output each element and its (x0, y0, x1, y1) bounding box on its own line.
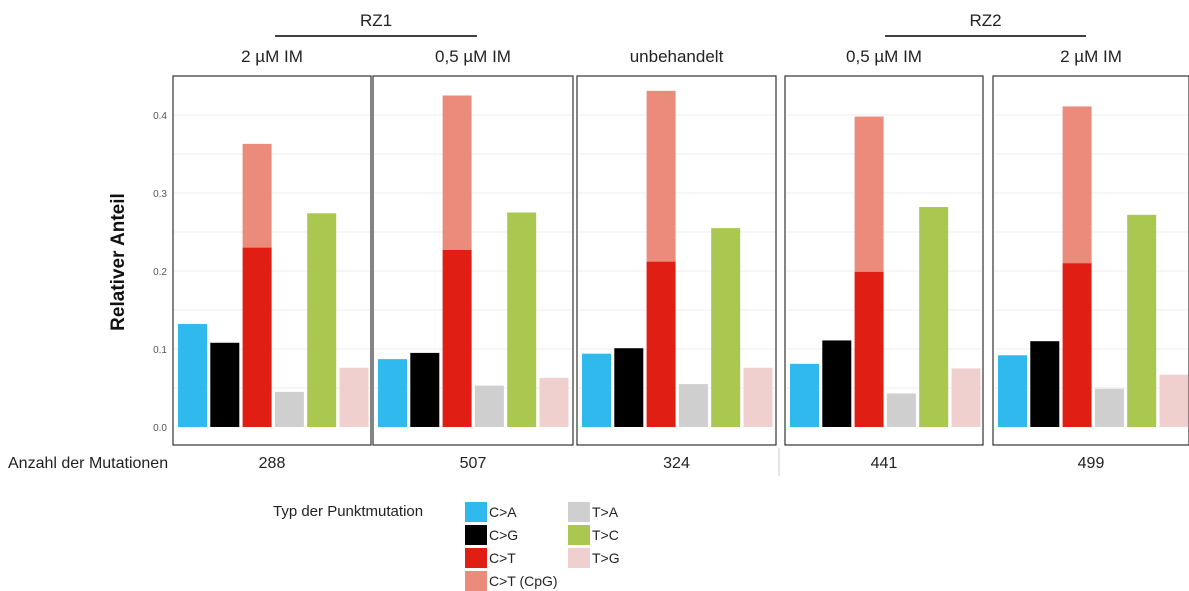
bar-c-g (614, 348, 644, 427)
y-axis-label: Relativer Anteil (108, 193, 129, 331)
bar-c-t (1062, 263, 1092, 427)
y-tick-label: 0.3 (153, 189, 167, 200)
mutation-count: 499 (1078, 455, 1105, 472)
legend-title: Typ der Punktmutation (273, 503, 423, 520)
y-tick-label: 0.1 (153, 345, 167, 356)
legend-swatch (568, 525, 590, 545)
legend-label: C>A (489, 504, 517, 520)
legend-swatch (568, 548, 590, 568)
panel-label: 0,5 µM IM (846, 47, 922, 66)
bar-t-a (678, 384, 708, 427)
bar-c-g (410, 352, 440, 427)
y-tick-label: 0.2 (153, 267, 167, 278)
bar-t-g (743, 367, 773, 427)
group-label: RZ1 (360, 11, 392, 30)
bar-c-t (242, 247, 272, 427)
legend-swatch (465, 502, 487, 522)
legend-label: T>C (592, 527, 619, 543)
legend-label: T>G (592, 550, 620, 566)
bar-c-g (1030, 341, 1060, 427)
legend-label: C>T (489, 550, 516, 566)
bar-c-t (854, 271, 884, 427)
bar-c-t-cpg (442, 95, 472, 250)
bar-t-a (886, 393, 916, 427)
bar-t-c (507, 212, 537, 427)
mutation-count: 441 (871, 455, 898, 472)
bar-t-c (711, 228, 741, 427)
legend-label: T>A (592, 504, 619, 520)
bar-c-t-cpg (646, 90, 676, 262)
bar-c-a (790, 363, 819, 427)
bar-t-c (919, 207, 949, 427)
bar-c-g (210, 342, 240, 427)
bar-c-t-cpg (242, 143, 272, 248)
count-row-label: Anzahl der Mutationen (8, 455, 168, 472)
bar-t-g (951, 368, 981, 427)
mutation-count: 288 (259, 455, 286, 472)
y-tick-label: 0.4 (153, 111, 167, 122)
bar-c-t-cpg (854, 116, 884, 272)
bar-c-t (442, 249, 472, 427)
bar-t-a (274, 391, 304, 427)
legend-swatch (465, 571, 487, 591)
legend-swatch (465, 548, 487, 568)
bar-c-t (646, 261, 676, 427)
panel-label: 2 µM IM (1060, 47, 1122, 66)
y-tick-label: 0.0 (153, 423, 167, 434)
bar-c-a (378, 359, 407, 427)
legend-label: C>T (CpG) (489, 573, 558, 589)
panel-label: 0,5 µM IM (435, 47, 511, 66)
mutation-count: 507 (460, 455, 487, 472)
group-label: RZ2 (969, 11, 1001, 30)
legend-swatch (568, 502, 590, 522)
bar-c-g (822, 340, 852, 427)
bar-t-a (1094, 388, 1124, 427)
panel-label: unbehandelt (630, 47, 724, 66)
legend-swatch (465, 525, 487, 545)
bar-t-g (1159, 374, 1189, 427)
bar-t-c (307, 213, 337, 427)
legend-label: C>G (489, 527, 518, 543)
bar-t-c (1127, 214, 1157, 427)
bar-c-a (178, 324, 207, 427)
bar-t-g (539, 377, 569, 427)
bar-c-a (582, 353, 611, 427)
bar-c-a (998, 355, 1027, 427)
panel-label: 2 µM IM (241, 47, 303, 66)
mutation-count: 324 (663, 455, 690, 472)
bar-t-a (474, 385, 504, 427)
bar-t-g (339, 367, 369, 427)
bar-c-t-cpg (1062, 106, 1092, 264)
